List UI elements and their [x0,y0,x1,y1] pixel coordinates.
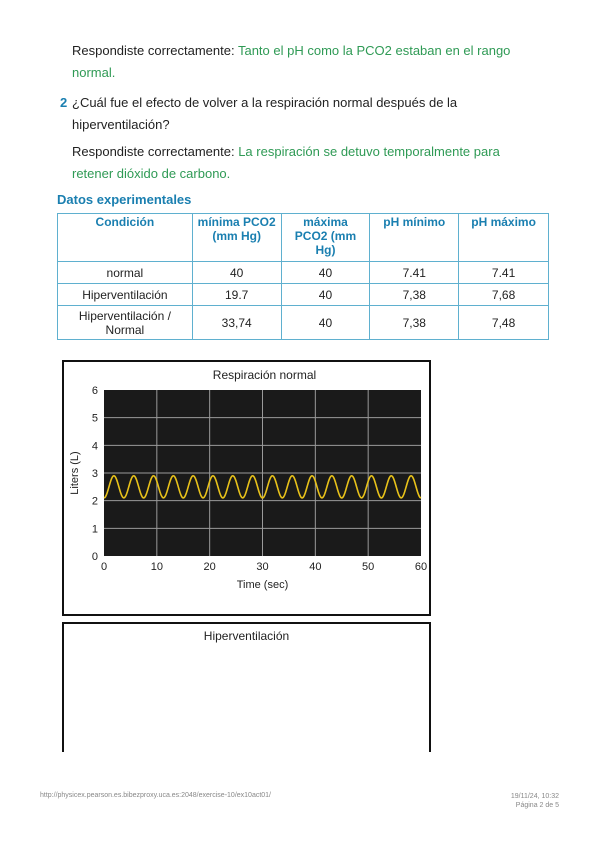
feedback-prefix: Respondiste correctamente: [72,144,239,159]
footer-page: Página 2 de 5 [515,802,559,809]
experimental-data-table: Condición mínima PCO2 (mm Hg) máxima PCO… [57,213,549,340]
y-axis-label: Liters (L) [69,451,81,494]
table-cell: 7.41 [458,261,549,284]
question-number: 2 [60,95,68,110]
feedback-answer: Tanto el pH como la PCO2 estaban en el r… [237,43,511,58]
table-cell: 40 [191,261,282,284]
feedback-answer-cont: normal. [72,65,116,80]
chart-title: Hiperventilación [203,629,290,643]
y-tick-label: 2 [92,496,98,508]
chart-title: Respiración normal [213,368,316,382]
question-text-line: ¿Cuál fue el efecto de volver a la respi… [72,95,458,110]
table-header-cell: pH máximo [458,213,549,262]
x-axis-label: Time (sec) [237,579,289,591]
y-tick-label: 4 [92,440,98,452]
x-tick-label: 30 [256,561,268,573]
chart-normal-breathing: Respiración normal 0 10 20 30 40 50 60 0 1 2 3 4 5 6 Ti… [62,360,431,616]
table-cell: Hiperventilación / Normal [57,305,193,340]
table-cell: 7,68 [458,283,549,306]
table-cell: 40 [280,261,371,284]
y-tick-label: 3 [92,468,98,480]
table-cell: 33,74 [191,305,282,340]
table-header-row: Condición mínima PCO2 (mm Hg) máxima PCO… [57,213,549,262]
y-tick-label: 6 [92,385,98,397]
x-tick-label: 10 [151,561,163,573]
x-tick-label: 20 [204,561,216,573]
table-cell: 19.7 [191,283,282,306]
section-title: Datos experimentales [57,192,192,207]
feedback-answer: La respiración se detuvo temporalmente p… [238,144,500,159]
y-tick-label: 0 [92,551,98,563]
footer-meta: 19/11/24, 10:32 Página 2 de 5 [511,792,559,810]
table-cell: 7,38 [369,283,460,306]
chart-svg: Respiración normal 0 10 20 30 40 50 60 0 1 2 3 4 5 6 Ti… [69,368,427,591]
table-cell: 7,38 [369,305,460,340]
feedback-question-2: Respondiste correctamente: La respiració… [72,141,552,185]
x-tick-label: 50 [362,561,374,573]
table-cell: normal [57,261,193,284]
feedback-answer-cont: retener dióxido de carbono. [72,166,231,181]
table-header-cell: Condición [57,213,193,262]
table-cell: 40 [280,283,371,306]
footer-datetime: 19/11/24, 10:32 [510,793,559,800]
table-row: Hiperventilación 19.7 40 7,38 7,68 [57,283,549,306]
table-header-cell: máxima PCO2 (mm Hg) [280,213,371,262]
table-row: Hiperventilación / Normal 33,74 40 7,38 … [57,305,549,340]
table-cell: 7.41 [369,261,460,284]
question-2-text: ¿Cuál fue el efecto de volver a la respi… [72,92,552,136]
y-tick-label: 5 [92,413,98,425]
chart-hyperventilation: Hiperventilación [62,622,431,752]
table-cell: 7,48 [458,305,549,340]
x-tick-label: 0 [101,561,107,573]
table-row: normal 40 40 7.41 7.41 [57,261,549,284]
series-line [103,474,422,499]
table-header-cell: mínima PCO2 (mm Hg) [191,213,282,262]
x-tick-label: 60 [415,561,427,573]
y-tick-label: 1 [92,523,98,535]
table-cell: Hiperventilación [57,283,193,306]
feedback-prefix: Respondiste correctamente: [72,43,238,58]
table-header-cell: pH mínimo [369,213,460,262]
feedback-question-1: Respondiste correctamente: Tanto el pH c… [72,40,552,84]
table-cell: 40 [280,305,371,340]
question-text-line: hiperventilación? [72,117,170,132]
footer-url: http://physicex.pearson.es.bibezproxy.uc… [40,792,272,799]
x-tick-label: 40 [309,561,321,573]
